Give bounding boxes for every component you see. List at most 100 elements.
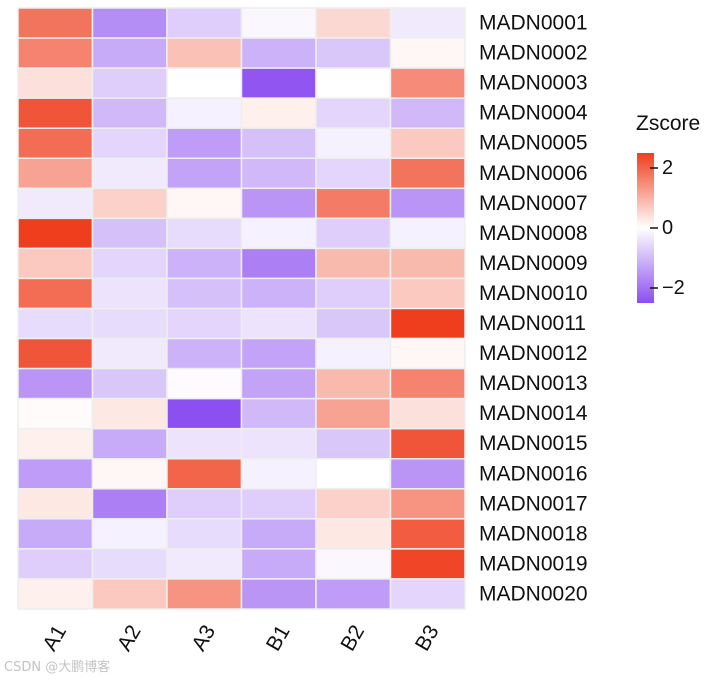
heatmap-cell-MADN0005-B2: [315, 127, 392, 159]
heatmap-cell-MADN0001-A2: [91, 7, 168, 39]
heatmap-cell-MADN0005-A2: [91, 127, 168, 159]
heatmap-cell-MADN0002-A2: [91, 37, 168, 69]
heatmap-cell-MADN0008-B3: [389, 217, 466, 250]
heatmap-cell-MADN0012-B3: [389, 337, 466, 370]
heatmap-cell-MADN0007-A3: [166, 187, 243, 220]
heatmap-cell-MADN0003-A2: [91, 67, 168, 99]
heatmap-cell-MADN0004-B1: [240, 97, 317, 129]
heatmap-cell-MADN0017-B3: [389, 488, 466, 520]
heatmap-cell-MADN0020-B3: [389, 578, 466, 610]
row-label: MADN0012: [479, 342, 588, 365]
heatmap-cell-MADN0014-B1: [240, 397, 317, 430]
heatmap-cells: [17, 7, 466, 610]
heatmap-cell-MADN0001-B1: [240, 7, 317, 39]
heatmap-cell-MADN0012-A1: [17, 337, 94, 370]
heatmap-cell-MADN0012-A3: [166, 337, 243, 370]
legend-title: Zscore: [636, 112, 700, 135]
heatmap-cell-MADN0008-A3: [166, 217, 243, 250]
heatmap-cell-MADN0004-B2: [315, 97, 392, 129]
heatmap-cell-MADN0007-B3: [389, 187, 466, 220]
heatmap-cell-MADN0016-B2: [315, 458, 392, 490]
heatmap-cell-MADN0002-A3: [166, 37, 243, 69]
row-label: MADN0020: [479, 582, 588, 605]
heatmap-cell-MADN0009-B3: [389, 247, 466, 280]
heatmap-cell-MADN0015-B1: [240, 427, 317, 460]
heatmap-cell-MADN0012-B2: [315, 337, 392, 370]
heatmap-cell-MADN0011-A1: [17, 307, 94, 340]
heatmap-cell-MADN0003-B2: [315, 67, 392, 99]
heatmap-cell-MADN0007-A2: [91, 187, 168, 220]
legend-ticks: 2 0 −2: [650, 157, 685, 299]
heatmap-cell-MADN0005-A1: [17, 127, 94, 159]
heatmap-cell-MADN0013-A1: [17, 367, 94, 400]
row-label: MADN0013: [479, 372, 588, 395]
heatmap-cell-MADN0019-A3: [166, 548, 243, 580]
column-label: B1: [262, 621, 295, 655]
column-label: A1: [38, 621, 71, 655]
column-label: A2: [113, 621, 146, 655]
heatmap-cell-MADN0010-A2: [91, 277, 168, 310]
heatmap-cell-MADN0016-B1: [240, 458, 317, 490]
heatmap-cell-MADN0017-A1: [17, 488, 94, 520]
heatmap-cell-MADN0010-A3: [166, 277, 243, 310]
color-legend: Zscore 2 0 −2: [636, 112, 700, 303]
heatmap-cell-MADN0009-A2: [91, 247, 168, 280]
heatmap-cell-MADN0003-B1: [240, 67, 317, 99]
heatmap-cell-MADN0004-A2: [91, 97, 168, 129]
legend-tick-label: 0: [662, 217, 673, 239]
heatmap-cell-MADN0016-A1: [17, 458, 94, 490]
heatmap-cell-MADN0008-A1: [17, 217, 94, 250]
heatmap-cell-MADN0014-B3: [389, 397, 466, 430]
heatmap-cell-MADN0015-A3: [166, 427, 243, 460]
column-label: B2: [336, 621, 369, 655]
heatmap-cell-MADN0005-A3: [166, 127, 243, 159]
heatmap-cell-MADN0006-A2: [91, 157, 168, 190]
heatmap-cell-MADN0002-B1: [240, 37, 317, 69]
heatmap-cell-MADN0014-A3: [166, 397, 243, 430]
heatmap-cell-MADN0011-B2: [315, 307, 392, 340]
watermark-text: CSDN @大鹏博客: [4, 660, 111, 675]
heatmap-cell-MADN0003-B3: [389, 67, 466, 99]
heatmap-cell-MADN0012-A2: [91, 337, 168, 370]
heatmap-cell-MADN0015-B3: [389, 427, 466, 460]
heatmap-cell-MADN0001-B3: [389, 7, 466, 39]
heatmap-cell-MADN0013-B3: [389, 367, 466, 400]
row-label: MADN0014: [479, 402, 588, 425]
heatmap-cell-MADN0007-A1: [17, 187, 94, 220]
heatmap-cell-MADN0008-A2: [91, 217, 168, 250]
row-label: MADN0007: [479, 192, 588, 215]
heatmap-cell-MADN0008-B2: [315, 217, 392, 250]
heatmap-cell-MADN0010-B1: [240, 277, 317, 310]
column-label: A3: [187, 621, 220, 655]
column-labels: A1 A2 A3 B1 B2 B3: [38, 621, 443, 655]
heatmap-cell-MADN0018-A2: [91, 518, 168, 550]
heatmap-cell-MADN0011-A2: [91, 307, 168, 340]
heatmap-cell-MADN0005-B1: [240, 127, 317, 159]
row-label: MADN0002: [479, 42, 588, 65]
heatmap-cell-MADN0018-A3: [166, 518, 243, 550]
heatmap-cell-MADN0006-B3: [389, 157, 466, 190]
row-label: MADN0001: [479, 12, 588, 35]
heatmap-cell-MADN0009-A3: [166, 247, 243, 280]
heatmap-cell-MADN0010-B2: [315, 277, 392, 310]
heatmap-cell-MADN0011-A3: [166, 307, 243, 340]
row-label: MADN0009: [479, 252, 588, 275]
legend-color-bar: [637, 153, 654, 303]
row-label: MADN0015: [479, 432, 588, 455]
row-label: MADN0005: [479, 132, 588, 155]
heatmap-cell-MADN0005-B3: [389, 127, 466, 159]
heatmap-cell-MADN0014-A2: [91, 397, 168, 430]
row-label: MADN0018: [479, 522, 588, 545]
heatmap-cell-MADN0001-A3: [166, 7, 243, 39]
row-label: MADN0011: [479, 312, 586, 335]
heatmap-cell-MADN0013-B2: [315, 367, 392, 400]
heatmap-cell-MADN0019-A2: [91, 548, 168, 580]
heatmap-cell-MADN0016-B3: [389, 458, 466, 490]
heatmap-cell-MADN0019-A1: [17, 548, 94, 580]
heatmap-cell-MADN0020-B1: [240, 578, 317, 610]
heatmap-cell-MADN0020-B2: [315, 578, 392, 610]
legend-tick-label: −2: [662, 277, 685, 299]
heatmap-cell-MADN0016-A3: [166, 458, 243, 490]
heatmap-cell-MADN0006-B1: [240, 157, 317, 190]
